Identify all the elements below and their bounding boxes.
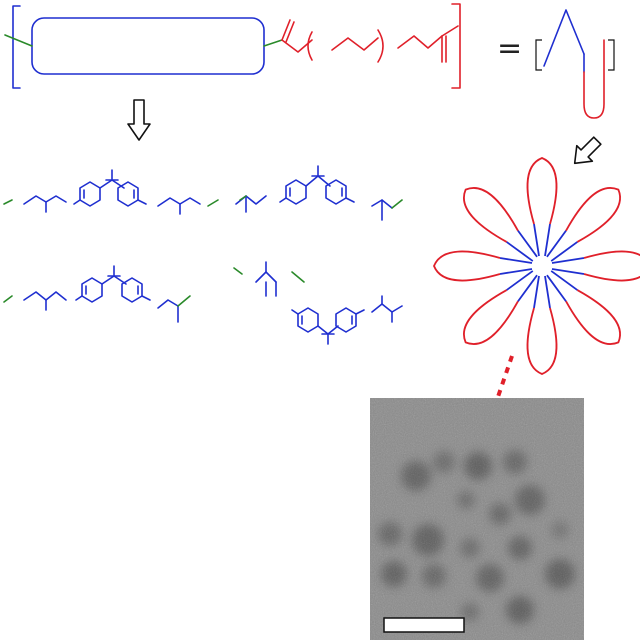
blue-block <box>31 17 265 75</box>
flower-micelle <box>433 157 640 375</box>
chain-schematic <box>535 9 615 119</box>
end-group-left <box>4 34 33 47</box>
product-structure-4 <box>233 261 403 345</box>
petal <box>526 157 558 257</box>
diagonal-arrow-icon <box>573 136 602 165</box>
petal <box>551 250 640 282</box>
product-structure-1 <box>3 169 201 215</box>
petal <box>433 250 533 282</box>
petal <box>546 187 621 262</box>
left-bracket <box>12 5 21 89</box>
petal <box>463 270 538 345</box>
end-group-right <box>263 39 283 47</box>
red-block <box>281 19 459 63</box>
tem-micrograph <box>370 398 584 640</box>
petal <box>526 275 558 375</box>
right-bracket <box>451 3 461 89</box>
petal <box>463 187 538 262</box>
block-copolymer-formula <box>4 3 461 89</box>
down-arrow-icon <box>127 99 151 141</box>
product-structure-2 <box>207 165 403 221</box>
product-structure-3 <box>3 265 191 323</box>
equals-symbol: = <box>497 31 522 66</box>
petal <box>546 270 621 345</box>
scale-bar <box>383 617 465 633</box>
